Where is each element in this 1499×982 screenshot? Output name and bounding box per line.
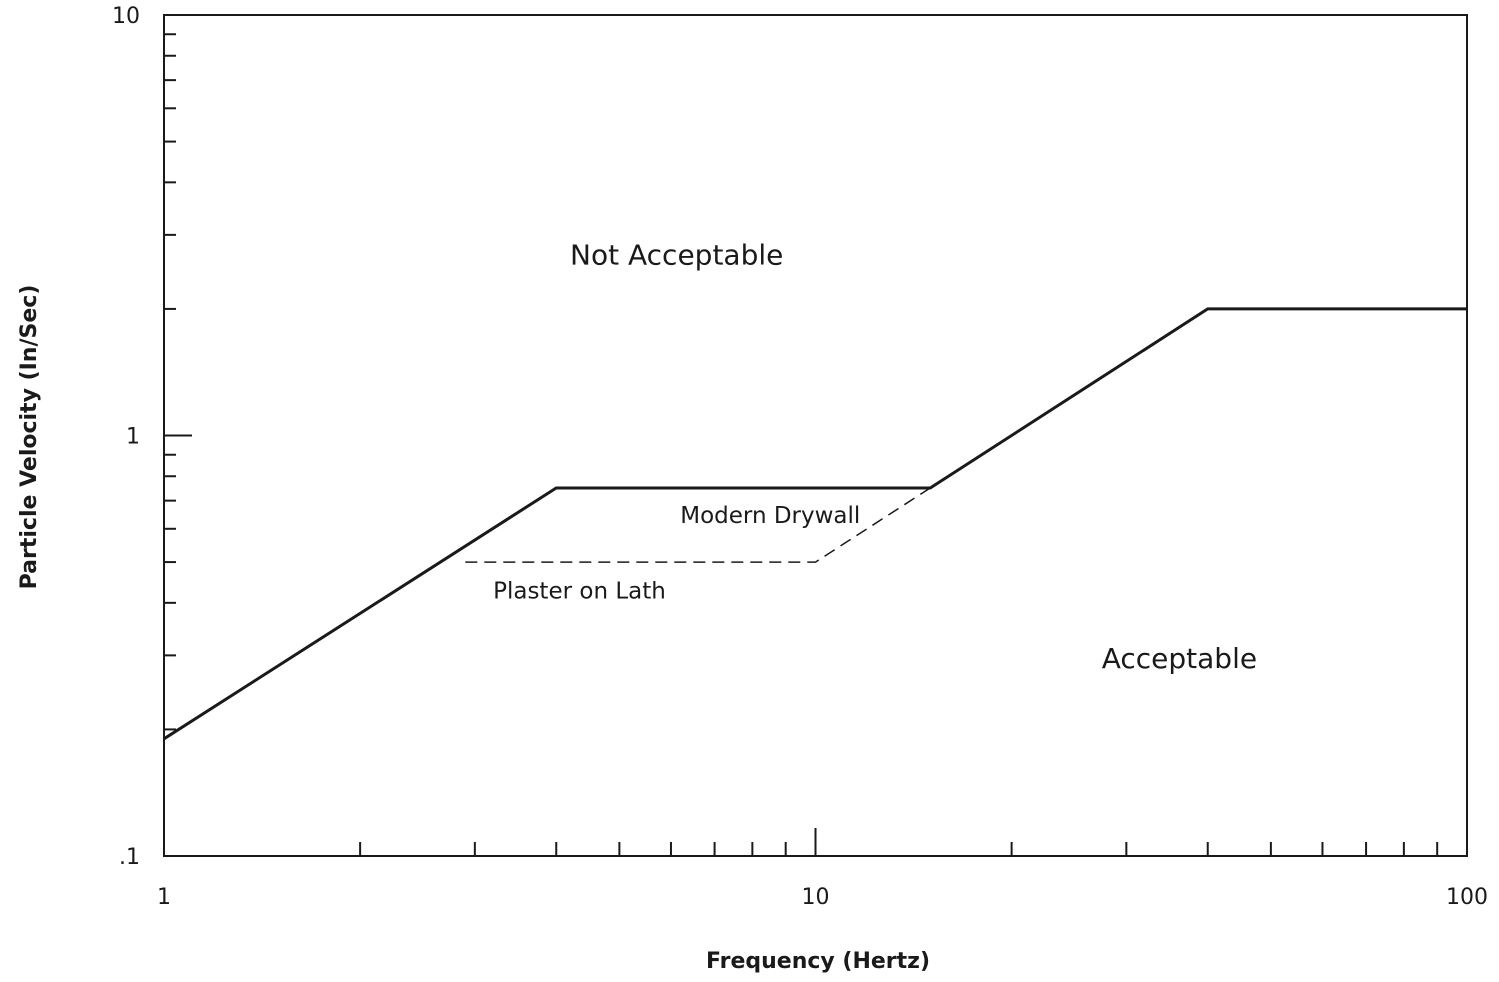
annotation-plaster-on-lath: Plaster on Lath	[493, 578, 666, 604]
x-axis-title: Frequency (Hertz)	[706, 949, 930, 974]
plot-frame	[163, 14, 1468, 857]
annotation-acceptable: Acceptable	[1102, 642, 1257, 675]
y-tick-label: .1	[119, 845, 140, 870]
x-tick-label: 10	[802, 885, 830, 910]
y-tick-label: 10	[112, 4, 140, 29]
series-layer	[163, 307, 1467, 741]
x-tick-label: 1	[157, 885, 171, 910]
y-tick-label: 1	[126, 425, 140, 450]
series-line-plaster-on-lath	[465, 487, 931, 563]
annotation-modern-drywall: Modern Drywall	[680, 503, 860, 529]
y-axis-ticks: .1 1 10	[112, 4, 192, 870]
annotation-not-acceptable: Not Acceptable	[570, 239, 783, 272]
x-tick-label: 100	[1446, 885, 1488, 910]
annotation-layer: Not Acceptable Acceptable Modern Drywall Pl…	[493, 239, 1257, 675]
x-axis-ticks: 1 10 100	[157, 828, 1488, 910]
y-axis-title: Particle Velocity (In/Sec)	[17, 285, 42, 590]
